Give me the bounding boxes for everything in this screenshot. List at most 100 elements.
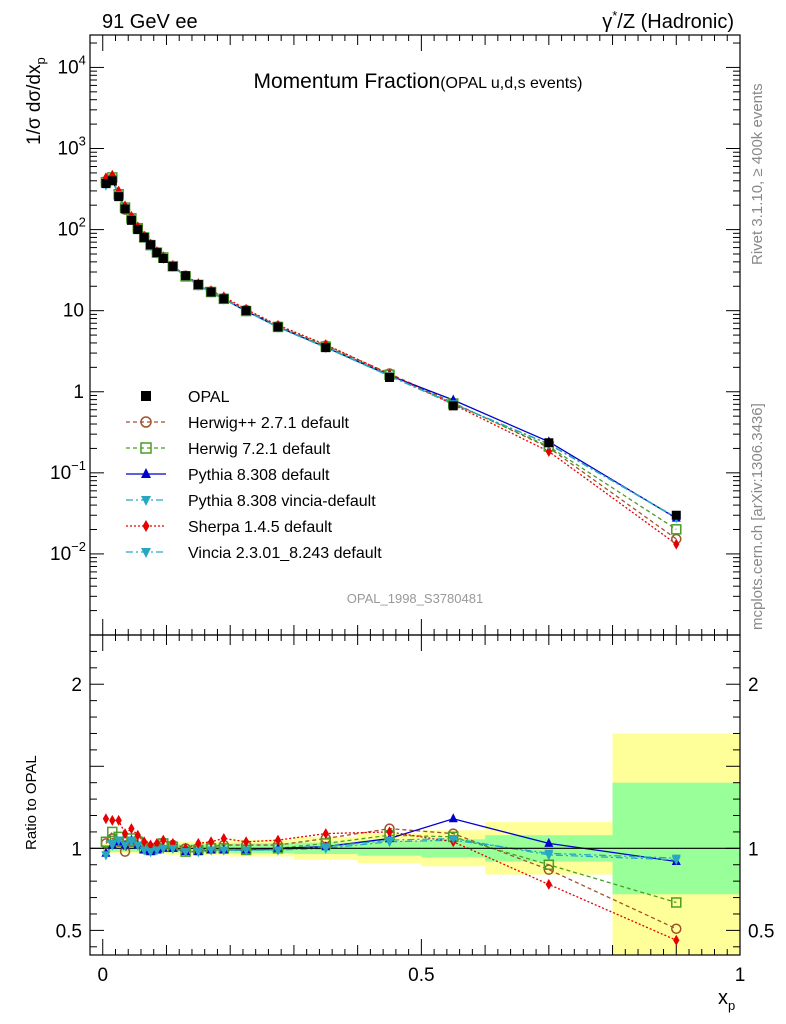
ratio-point — [195, 837, 202, 849]
legend-label: Herwig 7.2.1 default — [188, 441, 331, 458]
ratio-point — [115, 814, 122, 826]
ratio-point — [206, 846, 216, 856]
legend: OPAL Herwig++ 2.7.1 default Herwig 7.2.1 d… — [126, 389, 382, 562]
main-series-line — [105, 174, 677, 545]
ratio-point — [322, 828, 329, 840]
y-axis-label: 1/σ dσ/dxp — [24, 57, 48, 145]
x-tick-label: 1 — [735, 965, 746, 986]
legend-marker — [141, 548, 151, 558]
legend-label: Vincia 2.3.01_8.243 default — [188, 545, 382, 562]
legend-label: Pythia 8.308 vincia-default — [188, 493, 376, 510]
ratio-y-tick-label-right: 1 — [748, 839, 759, 860]
x-tick-label: 0 — [97, 965, 108, 986]
opal-point — [448, 401, 458, 411]
ratio-point — [101, 851, 111, 861]
ratio-point — [671, 923, 682, 934]
main-series-lines — [105, 174, 677, 545]
main-point — [102, 172, 110, 184]
opal-point — [385, 372, 395, 382]
legend-label: Pythia 8.308 default — [188, 467, 330, 484]
ratio-point — [158, 844, 168, 854]
ratio-y-axis-label: Ratio to OPAL — [23, 755, 40, 850]
ratio-point — [543, 859, 555, 870]
ratio-point — [544, 851, 554, 861]
ratio-point — [673, 934, 680, 946]
legend-label: Sherpa 1.4.5 default — [188, 519, 333, 536]
chart-title: Momentum Fraction(OPAL u,d,s events) — [253, 70, 582, 93]
ratio-point — [102, 813, 110, 825]
opal-point — [120, 204, 130, 214]
mcplots-label: mcplots.cern.ch [arXiv:1306.3436] — [749, 403, 766, 630]
opal-point — [544, 438, 554, 448]
header-right: γ*/Z (Hadronic) — [602, 8, 734, 33]
main-point — [673, 538, 680, 550]
legend-label: OPAL — [188, 389, 230, 406]
ratio-point — [385, 836, 395, 846]
x-tick-label: 0.5 — [408, 965, 434, 986]
legend-marker — [141, 391, 151, 401]
ratio-point — [274, 834, 282, 846]
ratio-point — [242, 836, 250, 848]
ratio-series-markers — [100, 813, 682, 946]
ratio-point — [544, 837, 554, 847]
ratio-point — [671, 897, 682, 908]
ratio-point — [153, 837, 161, 849]
ratio-point — [207, 836, 215, 848]
opal-point — [114, 192, 124, 202]
opal-point — [671, 510, 681, 520]
ratio-point — [128, 823, 135, 835]
ratio-plot-frame — [89, 634, 741, 956]
ratio-point — [152, 846, 162, 856]
legend-entry: OPAL — [141, 389, 230, 406]
ratio-y-tick-label-right: 2 — [748, 675, 759, 696]
legend-entry: Pythia 8.308 default — [126, 467, 330, 484]
ratio-point — [134, 829, 141, 841]
ratio-point — [120, 841, 130, 851]
opal-point — [168, 262, 178, 272]
opal-point — [321, 343, 331, 353]
opal-point — [273, 322, 283, 332]
opal-point — [126, 215, 136, 225]
legend-marker — [141, 468, 151, 478]
ratio-point — [671, 856, 681, 866]
y-tick-label: 103 — [58, 134, 86, 160]
y-tick-label: 1 — [73, 382, 84, 403]
legend-marker — [140, 442, 152, 454]
legend-entry: Vincia 2.3.01_8.243 default — [126, 545, 382, 562]
ratio-point — [181, 848, 191, 858]
ratio-point — [133, 841, 143, 851]
ratio-point — [448, 813, 458, 823]
ratio-y-tick-label-right: 0.5 — [748, 921, 774, 942]
ratio-point — [109, 814, 116, 826]
legend-entry: Sherpa 1.4.5 default — [126, 519, 333, 536]
opal-point — [206, 287, 216, 297]
y-tick-label: 102 — [58, 215, 86, 241]
ratio-point — [193, 848, 203, 858]
opal-point — [219, 294, 229, 304]
opal-point — [101, 179, 111, 189]
opal-point — [133, 225, 143, 235]
y-tick-label: 10 — [63, 301, 84, 322]
ratio-point — [147, 839, 154, 851]
ratio-series-line — [105, 827, 677, 930]
opal-point — [193, 280, 203, 290]
y-tick-label: 104 — [58, 52, 86, 78]
ratio-point — [107, 841, 117, 851]
x-axis-label: xp — [718, 987, 735, 1013]
rivet-label: Rivet 3.1.10, ≥ 400k events — [749, 83, 766, 265]
opal-point — [241, 306, 251, 316]
legend-marker — [142, 520, 150, 532]
legend-entry: Herwig 7.2.1 default — [126, 441, 331, 458]
main-point — [671, 524, 682, 535]
opal-point — [139, 232, 149, 242]
legend-entry: Herwig++ 2.7.1 default — [126, 415, 350, 432]
ratio-y-tick-label: 2 — [71, 675, 82, 696]
opal-point — [107, 176, 117, 186]
legend-entry: Pythia 8.308 vincia-default — [126, 493, 376, 510]
legend-marker — [140, 416, 152, 428]
header-left: 91 GeV ee — [102, 11, 198, 33]
ratio-point — [114, 836, 124, 846]
ratio-point — [121, 828, 129, 840]
